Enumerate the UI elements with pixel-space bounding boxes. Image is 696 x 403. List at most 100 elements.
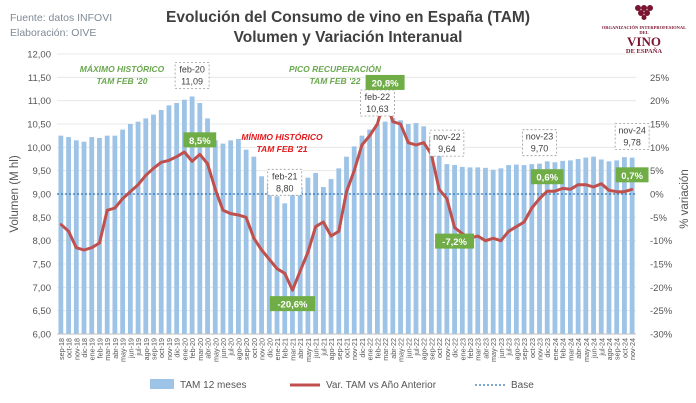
- bar: [143, 118, 149, 335]
- logo-small-text: ORGANIZACIÓN INTERPROFESIONAL DEL: [601, 25, 687, 35]
- y-tick-label: 6,50: [33, 306, 52, 317]
- legend-label: TAM 12 meses: [180, 380, 247, 391]
- x-tick-label: mar-21: [288, 338, 297, 361]
- bar: [398, 120, 403, 335]
- bar: [274, 196, 280, 334]
- x-tick-label: may-19: [119, 338, 128, 362]
- y-tick-label: 10,50: [27, 120, 51, 131]
- bar: [359, 135, 365, 334]
- bar: [367, 129, 373, 334]
- callout-box: [522, 129, 557, 157]
- y-tick-label: 7,50: [33, 260, 52, 271]
- y-tick-label: 9,50: [33, 166, 52, 177]
- annotation-title: MÍNIMO HISTÓRICO: [241, 131, 323, 142]
- variation-point: [144, 174, 147, 177]
- callout-box: [359, 89, 395, 117]
- x-tick-label: oct-18: [65, 338, 74, 358]
- pct-label-text: 8,5%: [189, 136, 211, 147]
- x-tick-label: ene-22: [366, 338, 375, 360]
- variation-point: [553, 190, 557, 193]
- variation-point: [522, 220, 526, 224]
- bar: [390, 117, 396, 334]
- bar: [282, 203, 288, 334]
- bar: [290, 193, 295, 334]
- variation-point: [190, 160, 194, 163]
- bar: [66, 137, 71, 334]
- y2-tick-label: 15%: [650, 120, 670, 131]
- bar: [506, 165, 512, 334]
- variation-point: [584, 183, 588, 186]
- pct-label-box: [365, 74, 405, 90]
- bar: [313, 173, 319, 334]
- x-tick-label: jun-24: [590, 338, 599, 359]
- x-tick-label: jul-19: [134, 338, 143, 357]
- variation-point: [306, 251, 310, 254]
- variation-point: [291, 288, 294, 292]
- variation-point: [322, 220, 325, 224]
- x-tick-label: abr-20: [204, 338, 213, 359]
- x-tick-label: may-22: [397, 338, 406, 362]
- bar: [498, 168, 504, 334]
- variation-point: [453, 226, 456, 229]
- bar: [174, 103, 180, 334]
- callout-label: nov-23: [526, 132, 554, 142]
- variation-point: [345, 190, 348, 193]
- variation-point: [206, 162, 209, 165]
- x-tick-label: ene-21: [273, 338, 282, 360]
- x-tick-label: ene-19: [88, 338, 97, 360]
- x-tick-label: sep-21: [335, 338, 344, 360]
- variation-point: [600, 182, 603, 185]
- variation-point: [136, 183, 140, 186]
- pct-label-box: [269, 296, 316, 312]
- bar: [189, 96, 195, 334]
- variation-point: [376, 122, 379, 126]
- variation-point: [414, 143, 418, 147]
- bar: [344, 156, 349, 334]
- callout-label: nov-22: [433, 132, 461, 142]
- y2-tick-label: 20%: [650, 96, 670, 107]
- variation-point: [90, 246, 93, 249]
- variation-point: [538, 197, 541, 200]
- bar: [629, 157, 635, 334]
- bar: [521, 165, 527, 334]
- x-tick-label: jun-19: [126, 338, 135, 359]
- x-tick-label: mar-24: [566, 338, 575, 361]
- y-tick-label: 10,00: [27, 143, 51, 154]
- variation-point: [237, 213, 240, 217]
- variation-point: [337, 230, 340, 233]
- bar: [166, 105, 172, 334]
- x-tick-label: abr-23: [481, 338, 490, 359]
- bar: [112, 135, 118, 334]
- variation-point: [183, 150, 186, 154]
- bar: [297, 187, 303, 334]
- bar: [598, 159, 604, 334]
- x-tick-label: ago-24: [605, 338, 614, 360]
- x-tick-label: feb-20: [188, 338, 197, 358]
- x-tick-label: mar-23: [474, 338, 483, 361]
- bar: [228, 140, 234, 334]
- variation-point: [221, 209, 225, 212]
- bar: [259, 176, 264, 334]
- x-tick-label: dic-21: [358, 338, 367, 358]
- pct-label-text: -20,6%: [277, 300, 308, 311]
- x-tick-label: may-24: [582, 338, 591, 362]
- variation-point: [615, 190, 618, 193]
- y-axis-title: Volumen (M hl): [9, 155, 21, 233]
- x-tick-label: sep-24: [613, 338, 622, 360]
- callout-box: [267, 168, 303, 196]
- pct-label-text: -7,2%: [442, 237, 467, 248]
- x-tick-label: jul-22: [412, 338, 421, 357]
- x-tick-label: mar-22: [381, 338, 390, 361]
- variation-point: [113, 206, 117, 210]
- x-tick-label: jul-20: [227, 338, 236, 357]
- variation-point: [275, 267, 279, 270]
- x-tick-label: ago-20: [234, 338, 243, 360]
- variation-point: [121, 197, 124, 200]
- variation-point: [59, 223, 63, 226]
- x-tick-label: jun-20: [219, 338, 228, 359]
- bar: [205, 118, 210, 335]
- y-tick-label: 6,00: [33, 330, 52, 341]
- bar: [490, 169, 496, 334]
- variation-point: [391, 120, 395, 123]
- y2-tick-label: -30%: [650, 330, 673, 341]
